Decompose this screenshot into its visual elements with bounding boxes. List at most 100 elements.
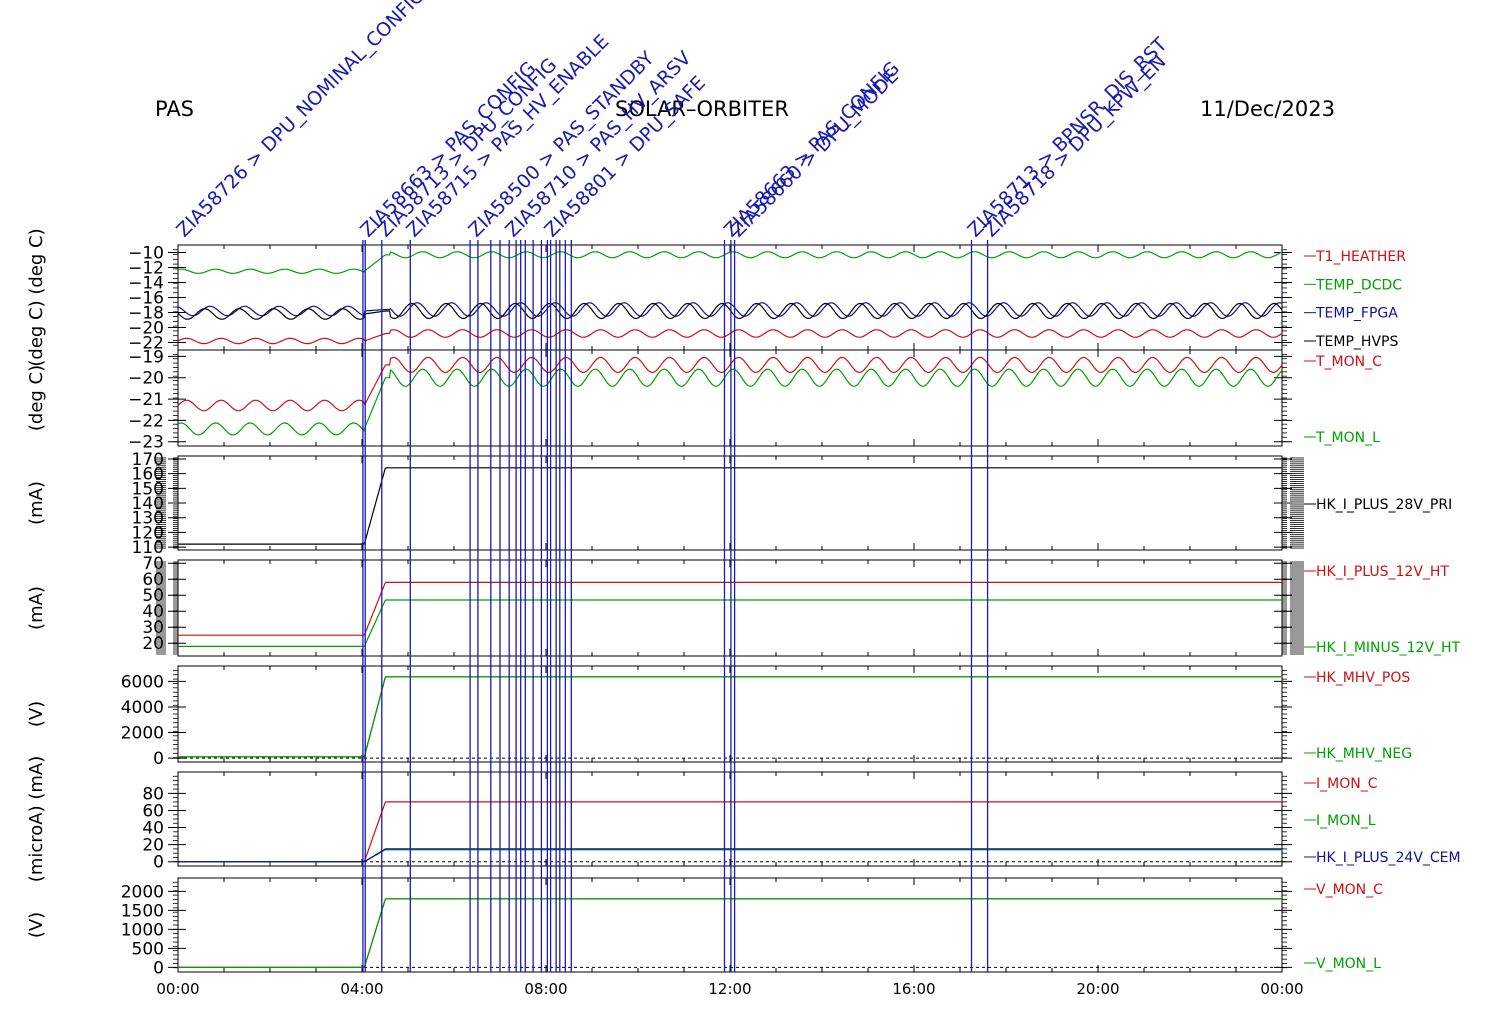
event-label: ZIA58660 > DPU_MODE (727, 65, 903, 241)
series-line-hk_mhv_neg (178, 676, 1282, 758)
series-line-hk_i_plus_28v_pri (178, 467, 1282, 545)
date-label: 11/Dec/2023 (1200, 97, 1335, 121)
x-tick-label: 08:00 (524, 980, 567, 998)
y-tick-label: 150 (132, 479, 164, 499)
y-axis-label: (mA) (26, 481, 47, 525)
legend-entry: T_MON_C (1315, 354, 1382, 370)
y-tick-label: 60 (142, 801, 164, 821)
y-tick-label: 40 (142, 819, 164, 839)
series-line-temp_fpga (177, 302, 1283, 317)
y-tick-label: −19 (128, 347, 164, 367)
legend-entry: HK_I_MINUS_12V_HT (1316, 640, 1461, 656)
legend-entry: HK_I_PLUS_24V_CEM (1316, 850, 1461, 866)
y-tick-label: −12 (128, 259, 164, 279)
event-label: ZIA58718 > DPU_KPW_EN (980, 51, 1171, 242)
series-line-t_mon_c (177, 356, 1283, 412)
legend-entry: I_MON_C (1316, 776, 1378, 792)
series-line-hk_i_plus_12v_ht (178, 581, 1282, 636)
y-tick-label: −22 (128, 334, 164, 354)
legend-entry: HK_MHV_NEG (1316, 746, 1412, 762)
y-tick-label: 1500 (121, 901, 164, 921)
x-tick-label: 12:00 (708, 980, 751, 998)
y-tick-label: 2000 (121, 882, 164, 902)
y-tick-label: 20 (142, 836, 164, 856)
panel-frame (177, 244, 1283, 351)
y-axis-label: (V) (26, 912, 47, 938)
legend-entry: I_MON_L (1316, 813, 1376, 829)
x-tick-label: 00:00 (1260, 980, 1303, 998)
legend-entry: V_MON_L (1316, 956, 1381, 972)
y-axis-label: (V) (26, 701, 47, 727)
y-tick-label: −21 (128, 390, 164, 410)
y-tick-label: 60 (142, 570, 164, 590)
y-tick-label: 120 (132, 523, 164, 543)
y-tick-label: 170 (132, 450, 164, 470)
y-tick-label: 80 (142, 784, 164, 804)
legend-entry: HK_I_PLUS_28V_PRI (1316, 497, 1452, 513)
series-line-hk_i_minus_12v_ht (178, 599, 1282, 647)
panel-frame (177, 455, 1283, 551)
y-tick-label: 20 (142, 634, 164, 654)
series-line-t1_heather (177, 329, 1283, 345)
y-tick-label: 6000 (121, 672, 164, 692)
series-line-i_mon_c (178, 801, 1282, 863)
legend-entry: TEMP_HVPS (1315, 334, 1398, 350)
y-axis-label: (deg C) (deg C) (26, 228, 47, 366)
y-tick-label: 140 (132, 494, 164, 514)
y-axis-label: (deg C) (26, 365, 47, 431)
y-tick-label: 1000 (121, 920, 164, 940)
panel-1: −10−12−14−16−18−20−22 (deg C) (deg C) T1_H… (26, 228, 1406, 366)
series-line-v_mon_l (178, 898, 1282, 968)
y-tick-label: −18 (128, 304, 164, 324)
x-tick-label: 20:00 (1076, 980, 1119, 998)
legend-entry: TEMP_FPGA (1315, 306, 1398, 322)
panel-frame (177, 877, 1283, 973)
legend-entry: T1_HEATHER (1315, 249, 1406, 265)
y-tick-label: −20 (128, 319, 164, 339)
x-tick-label: 16:00 (892, 980, 935, 998)
y-tick-label: −14 (128, 274, 164, 294)
y-tick-label: 130 (132, 509, 164, 529)
y-tick-label: −20 (128, 369, 164, 389)
y-tick-label: 0 (153, 853, 164, 873)
y-tick-label: 50 (142, 586, 164, 606)
legend-entry: HK_MHV_POS (1316, 670, 1410, 686)
y-tick-label: −10 (128, 244, 164, 264)
legend-entry: HK_I_PLUS_12V_HT (1316, 564, 1449, 580)
y-tick-label: 40 (142, 602, 164, 622)
event-label: ZIA58801 > DPU_SAFE (540, 72, 710, 242)
series-line-v_mon_c (178, 898, 1282, 968)
y-tick-label: −16 (128, 289, 164, 309)
mission-label: SOLAR–ORBITER (615, 97, 789, 121)
panel-2: −19−20−21−22−23 (deg C) T_MON_C T_MON_L (26, 347, 1382, 452)
x-tick-label: 00:00 (156, 980, 199, 998)
series-line-hk_mhv_pos (178, 676, 1282, 758)
y-tick-label: 500 (132, 939, 164, 959)
series-line-temp_dcdc (177, 251, 1283, 274)
x-tick-label: 04:00 (340, 980, 383, 998)
panel-frame (177, 771, 1283, 867)
y-tick-label: 0 (153, 958, 164, 978)
panel-frame (177, 665, 1283, 763)
y-tick-label: −22 (128, 411, 164, 431)
y-axis-label: (microA) (mA) (26, 756, 47, 882)
y-tick-label: 2000 (121, 724, 164, 744)
y-tick-label: 70 (142, 554, 164, 574)
y-tick-label: 160 (132, 465, 164, 485)
series-line-t_mon_l (177, 368, 1283, 436)
panel-frame (177, 559, 1283, 657)
legend-entry: T_MON_L (1315, 430, 1380, 446)
legend-entry: TEMP_DCDC (1315, 277, 1402, 293)
y-tick-label: 110 (132, 538, 164, 558)
series-line-hk_i_plus_24v_cem (178, 848, 1282, 863)
series-line-temp_hvps (177, 302, 1283, 320)
legend-entry: V_MON_C (1316, 882, 1383, 898)
instrument-label: PAS (155, 97, 195, 121)
y-axis-label: (mA) (26, 586, 47, 630)
y-tick-label: −23 (128, 433, 164, 453)
